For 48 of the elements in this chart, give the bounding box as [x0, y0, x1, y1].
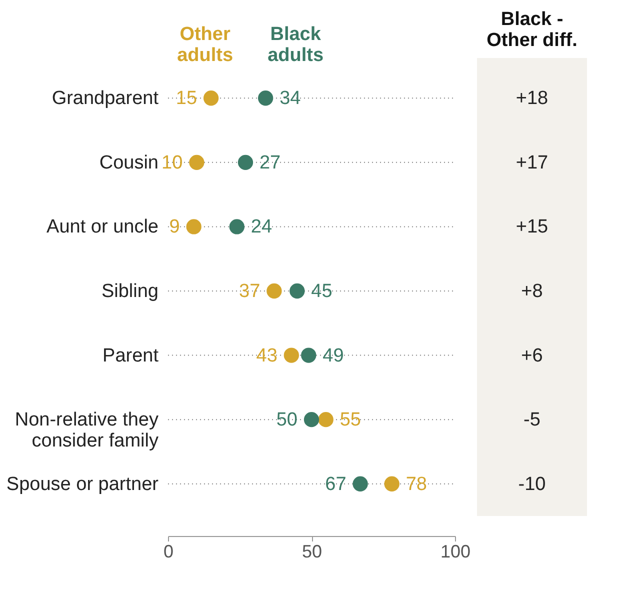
text: +15 — [516, 216, 548, 238]
series-label: Black adults — [268, 24, 324, 66]
text: +8 — [521, 281, 543, 302]
point — [318, 412, 334, 428]
point — [258, 90, 274, 106]
data-label: 45 — [311, 281, 332, 302]
point — [203, 90, 219, 106]
series-label: Other adults — [177, 24, 234, 66]
point — [304, 412, 320, 428]
text: Black - Other diff. — [486, 9, 578, 51]
data-label: 55 — [340, 410, 361, 431]
text: +17 — [516, 152, 548, 174]
data-label: 67 — [325, 474, 346, 495]
point — [189, 154, 204, 170]
point — [186, 219, 202, 234]
point — [284, 348, 299, 363]
text: +6 — [521, 345, 543, 366]
data-label: 9 — [169, 216, 180, 238]
y-tick-label: Grandparent — [52, 88, 160, 110]
y-tick-label: Sibling — [101, 281, 158, 302]
data-label: 10 — [162, 152, 183, 174]
point — [384, 476, 400, 492]
y-tick-label: Parent — [102, 345, 160, 366]
y-tick-label: Aunt or uncle — [46, 216, 158, 238]
x-tick-label: 100 — [440, 542, 471, 562]
data-label: 24 — [250, 216, 272, 238]
point — [266, 283, 282, 299]
text: -5 — [524, 410, 540, 431]
point — [290, 283, 305, 299]
y-tick-label: Cousin — [99, 152, 158, 174]
y-tick-label: Spouse or partner — [6, 474, 160, 495]
data-label: 15 — [176, 88, 198, 110]
point — [352, 476, 368, 492]
x-tick-label: 0 — [163, 542, 174, 562]
data-label: 78 — [406, 474, 427, 495]
x-tick-label: 50 — [302, 542, 322, 562]
data-label: 50 — [276, 410, 298, 431]
text: +18 — [516, 88, 548, 110]
point — [238, 154, 254, 170]
text: -10 — [518, 474, 546, 495]
data-label: 43 — [256, 345, 278, 366]
data-label: 49 — [322, 345, 344, 366]
data-label: 37 — [239, 281, 260, 302]
y-tick-label: Non-relative they consider family — [14, 410, 159, 452]
point — [229, 219, 244, 234]
data-label: 34 — [280, 88, 302, 110]
data-label: 27 — [259, 152, 281, 174]
point — [301, 348, 316, 363]
